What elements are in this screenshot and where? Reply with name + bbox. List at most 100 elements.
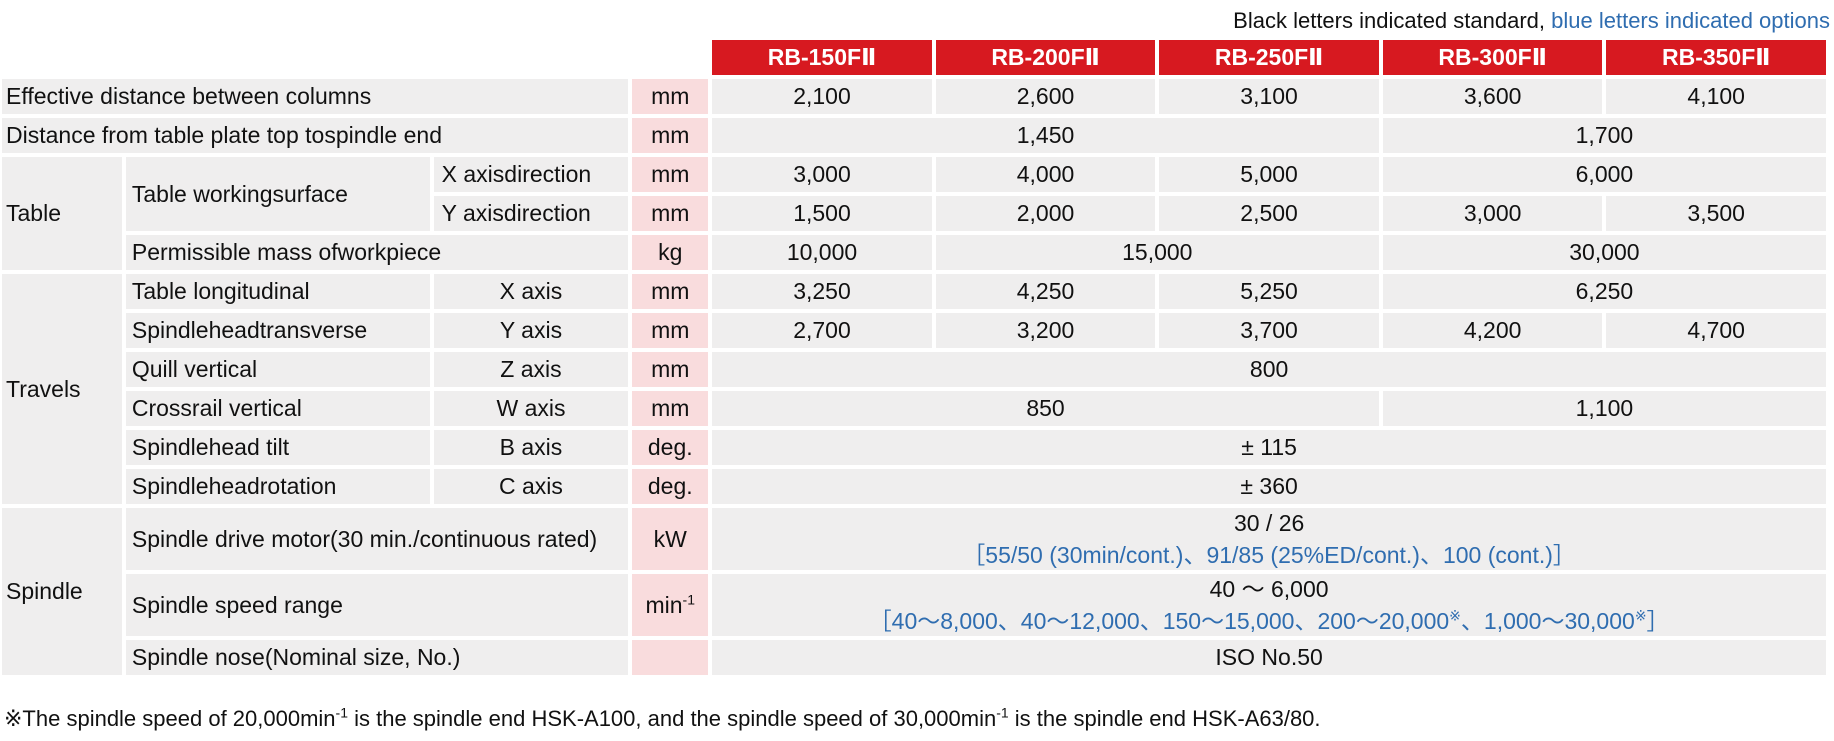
row-y-direction: Y axisdirection mm 1,500 2,000 2,500 3,0… <box>2 196 1826 231</box>
value-cell: 10,000 <box>712 235 932 270</box>
label-mass: Permissible mass ofworkpiece <box>125 235 629 270</box>
value-cell: 15,000 <box>935 235 1379 270</box>
legend-standard: Black letters indicated standard, <box>1233 8 1546 33</box>
footnote: ※The spindle speed of 20,000min-1 is the… <box>4 706 1321 732</box>
row-quill: Quill vertical Z axis mm 800 <box>2 352 1826 387</box>
value-cell: 5,250 <box>1159 274 1379 309</box>
row-nose: Spindle nose(Nominal size, No.) ISO No.5… <box>2 640 1826 675</box>
header-row: RB-150FⅡ RB-200FⅡ RB-250FⅡ RB-300FⅡ RB-3… <box>2 40 1826 75</box>
value-cell: ± 115 <box>712 430 1826 465</box>
speed-option-c: ］ <box>1646 608 1670 634</box>
category-spindle: Spindle <box>2 508 122 675</box>
label-columns-distance: Effective distance between columns <box>2 79 629 114</box>
unit-speed: min-1 <box>632 574 709 636</box>
axis-z: Z axis <box>433 352 629 387</box>
row-table-longitudinal: Travels Table longitudinal X axis mm 3,2… <box>2 274 1826 504</box>
value-cell: 3,000 <box>1382 196 1603 231</box>
unit-y-direction: mm <box>632 196 709 231</box>
label-tilt: Spindlehead tilt <box>125 430 430 465</box>
value-cell: 6,250 <box>1382 274 1826 309</box>
value-cell: 1,700 <box>1382 118 1826 153</box>
row-tilt: Spindlehead tilt B axis deg. ± 115 <box>2 430 1826 465</box>
row-x-direction: Table Table workingsurface X axisdirecti… <box>2 157 1826 270</box>
model-rb-250f: RB-250FⅡ <box>1159 40 1379 75</box>
motor-values: 30 / 26 ［55/50 (30min/cont.)、91/85 (25%E… <box>712 508 1826 570</box>
unit-table-longitudinal: mm <box>632 274 709 309</box>
value-cell: 1,500 <box>712 196 932 231</box>
unit-tilt: deg. <box>632 430 709 465</box>
row-mass: Permissible mass ofworkpiece kg 10,000 1… <box>2 235 1826 270</box>
label-working-surface: Table workingsurface <box>125 157 430 231</box>
axis-c: C axis <box>433 469 629 504</box>
unit-quill: mm <box>632 352 709 387</box>
value-cell: 800 <box>712 352 1826 387</box>
value-cell: ± 360 <box>712 469 1826 504</box>
motor-standard: 30 / 26 <box>1233 510 1305 536</box>
speed-option-a: ［40～8,000、40～12,000、150～15,000、200～20,00… <box>868 608 1450 634</box>
footnote-part-1: ※The spindle speed of 20,000min <box>4 706 336 731</box>
label-quill: Quill vertical <box>125 352 430 387</box>
value-cell: 4,000 <box>935 157 1156 192</box>
row-speed: Spindle speed range min-1 40 ～ 6,000 ［40… <box>2 574 1826 636</box>
value-cell: 4,100 <box>1606 79 1826 114</box>
label-x-direction: X axisdirection <box>433 157 629 192</box>
speed-options: ［40～8,000、40～12,000、150～15,000、200～20,00… <box>718 606 1820 636</box>
value-cell: 2,500 <box>1159 196 1379 231</box>
label-table-longitudinal: Table longitudinal <box>125 274 430 309</box>
unit-table-to-spindle: mm <box>632 118 709 153</box>
legend-options: blue letters indicated options <box>1551 8 1830 33</box>
value-cell: 3,500 <box>1606 196 1826 231</box>
value-cell: 3,000 <box>712 157 932 192</box>
unit-rotation: deg. <box>632 469 709 504</box>
axis-b: B axis <box>433 430 629 465</box>
value-cell: 4,700 <box>1606 313 1826 348</box>
speed-mark-1: ※ <box>1449 607 1461 624</box>
axis-y: Y axis <box>433 313 629 348</box>
value-cell: ISO No.50 <box>712 640 1826 675</box>
value-cell: 1,100 <box>1382 391 1826 426</box>
row-motor: Spindle Spindle drive motor(30 min./cont… <box>2 508 1826 675</box>
legend: Black letters indicated standard, blue l… <box>1233 8 1830 34</box>
speed-values: 40 ～ 6,000 ［40～8,000、40～12,000、150～15,00… <box>712 574 1826 636</box>
value-cell: 5,000 <box>1159 157 1379 192</box>
model-rb-150f: RB-150FⅡ <box>712 40 932 75</box>
unit-x-direction: mm <box>632 157 709 192</box>
unit-crossrail: mm <box>632 391 709 426</box>
value-cell: 3,200 <box>935 313 1156 348</box>
value-cell: 6,000 <box>1382 157 1826 192</box>
row-table-to-spindle: Distance from table plate top tospindle … <box>2 118 1826 153</box>
value-cell: 3,250 <box>712 274 932 309</box>
unit-head-transverse: mm <box>632 313 709 348</box>
row-rotation: Spindleheadrotation C axis deg. ± 360 <box>2 469 1826 504</box>
footnote-part-2: is the spindle end HSK-A100, and the spi… <box>348 706 997 731</box>
value-cell: 2,600 <box>935 79 1156 114</box>
label-y-direction: Y axisdirection <box>433 196 629 231</box>
footnote-exp-1: -1 <box>335 704 348 721</box>
value-cell: 3,100 <box>1159 79 1379 114</box>
label-table-to-spindle: Distance from table plate top tospindle … <box>2 118 629 153</box>
axis-x: X axis <box>433 274 629 309</box>
category-table: Table <box>2 157 122 270</box>
unit-nose <box>632 640 709 675</box>
footnote-exp-2: -1 <box>996 704 1009 721</box>
label-speed: Spindle speed range <box>125 574 629 636</box>
value-cell: 3,600 <box>1382 79 1603 114</box>
footnote-part-3: is the spindle end HSK-A63/80. <box>1008 706 1321 731</box>
value-cell: 3,700 <box>1159 313 1379 348</box>
speed-option-b: 、1,000～30,000 <box>1460 608 1635 634</box>
value-cell: 30,000 <box>1382 235 1826 270</box>
value-cell: 2,100 <box>712 79 932 114</box>
label-rotation: Spindleheadrotation <box>125 469 430 504</box>
value-cell: 850 <box>712 391 1379 426</box>
label-nose: Spindle nose(Nominal size, No.) <box>125 640 629 675</box>
unit-columns-distance: mm <box>632 79 709 114</box>
unit-mass: kg <box>632 235 709 270</box>
model-rb-300f: RB-300FⅡ <box>1382 40 1603 75</box>
unit-speed-exp: -1 <box>682 591 695 608</box>
speed-mark-2: ※ <box>1634 607 1647 624</box>
value-cell: 2,700 <box>712 313 932 348</box>
header-blank <box>2 40 708 75</box>
label-motor: Spindle drive motor(30 min./continuous r… <box>125 508 629 570</box>
value-cell: 4,250 <box>935 274 1156 309</box>
model-rb-200f: RB-200FⅡ <box>935 40 1156 75</box>
